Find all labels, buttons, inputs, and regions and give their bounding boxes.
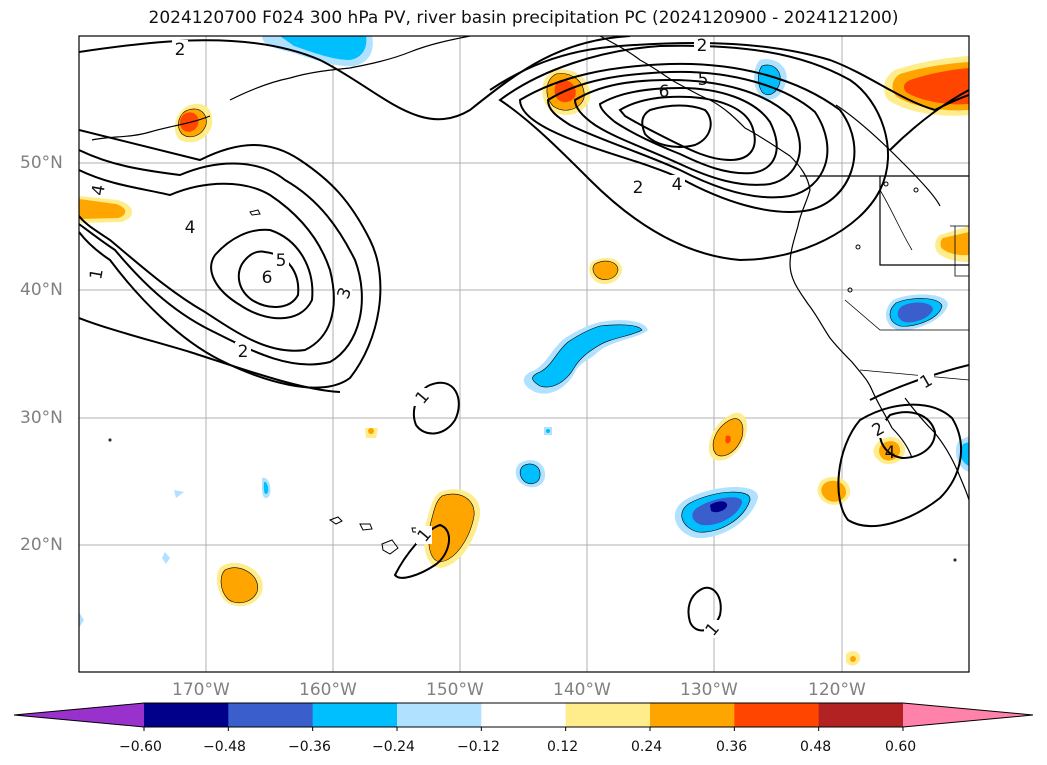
colorbar-swatch [734,703,820,727]
contour-label: 4 [88,183,110,197]
colorbar-label: 0.12 [547,739,579,755]
shading-outlines [178,64,943,604]
map-title: 2024120700 F024 300 hPa PV, river basin … [148,8,899,28]
lon-label: 140°W [553,680,611,700]
lon-label: 120°W [808,680,866,700]
contour-label: 6 [262,268,273,288]
colorbar-swatch [228,703,314,727]
map-frame [78,35,970,673]
plot-area: 2 2 4 5 6 2 4 4 5 6 3 2 1 1 1 1 [79,36,969,672]
colorbar-swatch [144,703,229,727]
colorbar-label: 0.60 [885,739,917,755]
colorbar-label: −0.24 [372,739,415,755]
contour-label: 5 [276,251,287,271]
lon-label: 150°W [426,680,484,700]
contour-label: 4 [672,175,683,195]
contour-label: 4 [885,443,896,463]
colorbar [13,702,1034,731]
colorbar-extend-high [903,703,1033,727]
colorbar-label: −0.60 [119,739,162,755]
pv-contours [79,36,969,632]
contour-label: 5 [698,70,709,90]
colorbar-label: 0.24 [631,739,663,755]
contour-label: 2 [238,342,249,362]
colorbar-label: −0.12 [457,739,500,755]
colorbar-extend-low [14,703,144,727]
colorbar-swatch [312,703,398,727]
lon-label: 130°W [680,680,738,700]
colorbar-swatch [481,703,567,727]
colorbar-swatch [565,703,651,727]
colorbar-label: 0.48 [800,739,832,755]
colorbar-swatch [397,703,482,727]
contour-label: 1 [86,267,108,281]
colorbar-swatch [818,703,904,727]
lon-label: 160°W [299,680,357,700]
lat-label: 50°N [20,153,63,173]
colorbar-label: −0.36 [288,739,331,755]
lon-label: 170°W [172,680,230,700]
lat-label: 30°N [20,408,63,428]
contour-label: 6 [659,82,670,102]
contour-label: 2 [697,36,708,56]
contour-label: 2 [633,178,644,198]
lat-label: 20°N [20,535,63,555]
colorbar-label: −0.48 [203,739,246,755]
colorbar-swatch [650,703,735,727]
contour-labels: 2 2 4 5 6 2 4 4 5 6 3 2 1 1 1 1 [86,36,936,640]
precip-shading [79,36,969,666]
lat-label: 40°N [20,280,63,300]
contour-label: 2 [175,40,186,60]
gridlines [79,36,969,672]
contour-label: 4 [185,218,196,238]
colorbar-label: 0.36 [716,739,748,755]
